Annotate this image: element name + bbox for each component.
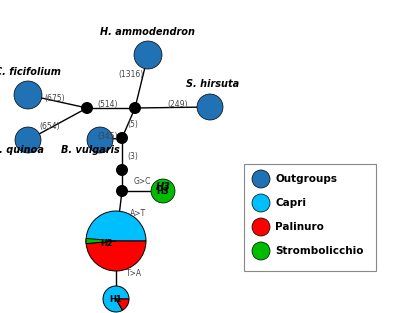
Wedge shape [103,286,129,312]
Circle shape [116,185,128,197]
Text: (1316): (1316) [119,70,144,80]
Circle shape [151,179,175,203]
Circle shape [129,102,141,114]
Text: G>C: G>C [134,177,151,186]
Circle shape [116,164,128,176]
Text: B. vulgaris: B. vulgaris [61,145,119,155]
Text: C. ficifolium: C. ficifolium [0,67,61,77]
Text: Outgroups: Outgroups [275,174,337,184]
Text: H3: H3 [157,187,169,197]
Text: (654): (654) [40,122,60,131]
Text: (249): (249) [168,100,188,110]
Circle shape [116,132,128,144]
Circle shape [252,218,270,236]
Circle shape [14,81,42,109]
Wedge shape [86,239,116,244]
Text: (345): (345) [98,132,118,141]
Circle shape [81,102,93,114]
Text: H. ammodendron: H. ammodendron [100,27,196,37]
Text: H1: H1 [110,295,122,305]
Text: T>A: T>A [126,269,142,278]
Text: H3: H3 [156,182,170,192]
Text: (675): (675) [45,95,65,104]
Text: (5): (5) [127,121,138,130]
Text: (3): (3) [127,151,138,161]
Text: Palinuro: Palinuro [275,222,324,232]
Text: S. hirsuta: S. hirsuta [186,79,240,89]
Text: A>T: A>T [130,208,146,218]
Wedge shape [86,241,146,271]
Circle shape [134,41,162,69]
Circle shape [197,94,223,120]
Circle shape [87,127,113,153]
Text: Capri: Capri [275,198,306,208]
Text: C. quinoa: C. quinoa [0,145,44,155]
Text: Strombolicchio: Strombolicchio [275,246,364,256]
Text: H2: H2 [101,239,113,248]
FancyBboxPatch shape [244,164,376,271]
Circle shape [252,170,270,188]
Circle shape [252,242,270,260]
Wedge shape [86,211,146,244]
Text: (514): (514) [98,100,118,110]
Circle shape [15,127,41,153]
Wedge shape [116,299,129,310]
Circle shape [252,194,270,212]
